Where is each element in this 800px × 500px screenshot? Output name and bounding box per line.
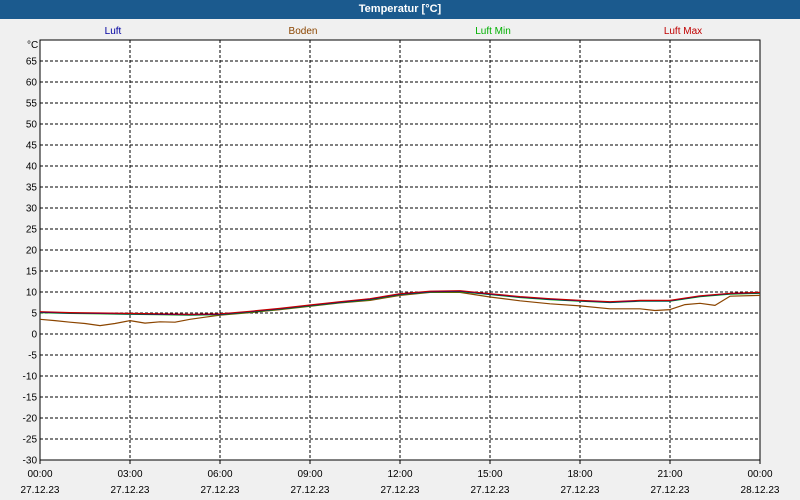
- y-tick-label: -10: [23, 372, 38, 383]
- y-tick-label: 40: [26, 162, 38, 173]
- legend-item: Luft Min: [475, 26, 511, 37]
- y-tick-label: -20: [23, 414, 38, 425]
- y-tick-label: 60: [26, 78, 38, 89]
- x-tick-time-label: 03:00: [117, 469, 142, 480]
- y-tick-label: 15: [26, 267, 38, 278]
- series-line: [39, 290, 761, 315]
- grid-lines: [40, 40, 760, 460]
- x-tick-date-label: 27.12.23: [201, 485, 240, 496]
- x-tick-date-label: 27.12.23: [21, 485, 60, 496]
- y-tick-label: -15: [23, 393, 38, 404]
- x-tick-time-label: 09:00: [297, 469, 322, 480]
- legend-item: Luft Max: [664, 26, 702, 37]
- x-tick-time-label: 06:00: [207, 469, 232, 480]
- y-tick-label: 50: [26, 120, 38, 131]
- x-tick-date-label: 27.12.23: [291, 485, 330, 496]
- y-tick-label: 45: [26, 141, 38, 152]
- y-tick-label: 30: [26, 204, 38, 215]
- y-tick-label: 55: [26, 99, 38, 110]
- x-tick-date-label: 28.12.23: [741, 485, 780, 496]
- legend: Luft Boden Luft Min Luft Max: [105, 26, 703, 37]
- x-tick-date-label: 27.12.23: [561, 485, 600, 496]
- y-tick-label: 35: [26, 183, 38, 194]
- x-tick-time-label: 00:00: [747, 469, 772, 480]
- x-tick-date-label: 27.12.23: [381, 485, 420, 496]
- x-tick-time-label: 00:00: [27, 469, 52, 480]
- chart-title: Temperatur [°C]: [0, 0, 800, 19]
- x-tick-time-label: 15:00: [477, 469, 502, 480]
- x-tick-time-label: 12:00: [387, 469, 412, 480]
- x-tick-date-label: 27.12.23: [651, 485, 690, 496]
- y-tick-label: 5: [31, 309, 37, 320]
- y-tick-label: 25: [26, 225, 38, 236]
- y-tick-label: 10: [26, 288, 38, 299]
- y-tick-label: -5: [28, 351, 37, 362]
- legend-item: Boden: [289, 26, 318, 37]
- series-lines: [39, 290, 761, 327]
- y-tick-label: 20: [26, 246, 38, 257]
- y-axis-label: °C: [27, 40, 38, 51]
- y-tick-label: 65: [26, 57, 38, 68]
- x-axis-ticks: 00:00 27.12.23 03:00 27.12.23 06:00 27.12.23 0…: [21, 460, 780, 496]
- x-tick-time-label: 18:00: [567, 469, 592, 480]
- legend-item: Luft: [105, 26, 122, 37]
- y-axis-ticks: 65605550454035302520151050-5-10-15-20-25…: [23, 57, 38, 467]
- y-tick-label: -30: [23, 456, 38, 467]
- x-tick-time-label: 21:00: [657, 469, 682, 480]
- x-tick-date-label: 27.12.23: [111, 485, 150, 496]
- y-tick-label: -25: [23, 435, 38, 446]
- y-tick-label: 0: [31, 330, 37, 341]
- x-tick-date-label: 27.12.23: [471, 485, 510, 496]
